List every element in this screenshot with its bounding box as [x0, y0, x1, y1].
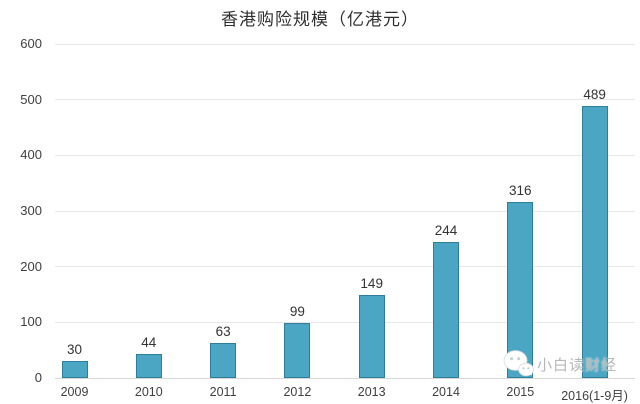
y-axis-tick-label: 200 — [20, 258, 42, 274]
bar-value-label: 63 — [215, 323, 231, 339]
x-axis-tick-label: 2012 — [283, 385, 312, 399]
y-axis-tick-label: 500 — [20, 91, 42, 107]
bar-value-label: 316 — [509, 183, 532, 199]
gridline-100 — [55, 321, 635, 323]
bar-value-label: 244 — [434, 223, 458, 239]
gridline-400 — [55, 154, 635, 156]
y-axis-tick-label: 400 — [20, 147, 42, 163]
bar-2013 — [358, 295, 385, 378]
chart-title: 香港购险规模（亿港元） — [221, 10, 419, 29]
y-axis-tick-label: 0 — [34, 370, 42, 385]
bar-2016(1-9月) — [581, 105, 608, 378]
bar-value-label: 489 — [583, 86, 606, 102]
y-axis-tick-label: 300 — [20, 203, 42, 218]
y-axis-tick-label: 600 — [20, 36, 42, 51]
x-axis-tick-label: 2013 — [357, 385, 386, 399]
gridline-0 — [55, 377, 635, 379]
bar-value-label: 149 — [360, 276, 383, 292]
gridline-200 — [55, 266, 635, 268]
bar-value-label: 30 — [66, 342, 83, 358]
bar-2011 — [210, 342, 237, 378]
x-axis-tick-label: 2010 — [134, 385, 163, 399]
bar-2014 — [433, 242, 459, 378]
bar-2010 — [135, 353, 162, 378]
gridline-300 — [55, 210, 635, 212]
watermark-text: 小白读财经 — [537, 356, 618, 374]
x-axis-tick-label: 2014 — [432, 385, 460, 399]
bar-value-label: 99 — [289, 303, 305, 319]
x-axis-tick-label: 2009 — [60, 385, 89, 399]
bar-2009 — [61, 361, 88, 378]
wechat-icon — [503, 350, 534, 377]
watermark: 小白读财经 — [503, 350, 617, 378]
x-axis-tick-label: 2011 — [209, 385, 237, 399]
bar-2012 — [284, 322, 311, 378]
gridline-600 — [55, 43, 635, 45]
x-axis-tick-label: 2016(1-9月) — [561, 389, 628, 403]
y-axis-tick-label: 100 — [20, 314, 42, 330]
bar-2015 — [507, 202, 534, 378]
bar-value-label: 44 — [141, 334, 157, 350]
gridline-500 — [55, 99, 635, 101]
x-axis-tick-label: 2015 — [506, 385, 535, 399]
